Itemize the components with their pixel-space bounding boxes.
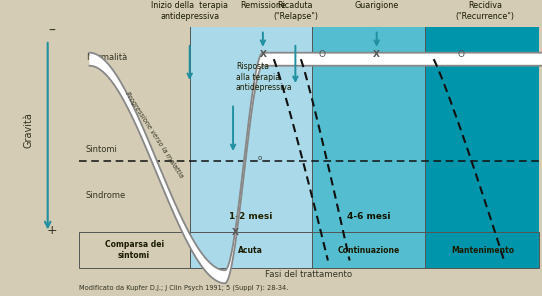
- Text: Sindrome: Sindrome: [86, 191, 126, 200]
- Bar: [425, 232, 539, 268]
- Text: Comparsa dei
sintomi: Comparsa dei sintomi: [105, 240, 164, 260]
- Text: X: X: [373, 50, 380, 59]
- Text: Acuta: Acuta: [238, 246, 263, 255]
- Text: Gravità: Gravità: [23, 112, 33, 148]
- Text: X: X: [260, 50, 266, 59]
- Bar: [190, 27, 312, 268]
- Text: Progressione verso la malattia: Progressione verso la malattia: [124, 91, 185, 179]
- Text: Remissione: Remissione: [240, 1, 286, 10]
- Polygon shape: [89, 53, 542, 283]
- Text: Modificato da Kupfer D.J.; J Clin Psych 1991; 5 (Suppl 7): 28-34.: Modificato da Kupfer D.J.; J Clin Psych …: [79, 284, 288, 291]
- Text: +: +: [46, 224, 57, 237]
- Text: O: O: [319, 50, 326, 59]
- Text: 1-2 mesi: 1-2 mesi: [229, 212, 273, 221]
- Text: Recidiva
("Recurrence"): Recidiva ("Recurrence"): [456, 1, 514, 21]
- Bar: [312, 232, 425, 268]
- Text: Risposta
alla terapia
antidepressiva: Risposta alla terapia antidepressiva: [236, 62, 292, 92]
- Text: –: –: [48, 24, 55, 38]
- Text: Inizio della  terapia
antidepressiva: Inizio della terapia antidepressiva: [151, 1, 228, 21]
- Text: Fasi del trattamento: Fasi del trattamento: [266, 270, 352, 279]
- Text: Continuazione: Continuazione: [338, 246, 399, 255]
- Text: X: X: [233, 228, 239, 237]
- Bar: [425, 27, 539, 268]
- Text: 4-6 mesi: 4-6 mesi: [347, 212, 390, 221]
- Text: Normalità: Normalità: [86, 53, 127, 62]
- Text: Ricaduta
("Relapse"): Ricaduta ("Relapse"): [273, 1, 318, 21]
- Text: Guarigione: Guarigione: [354, 1, 399, 10]
- Bar: [79, 232, 190, 268]
- Text: Sintomi: Sintomi: [86, 145, 118, 154]
- Bar: [190, 232, 312, 268]
- Bar: [312, 27, 425, 268]
- Text: o: o: [258, 155, 262, 161]
- Text: Mantenimento: Mantenimento: [451, 246, 514, 255]
- Text: O: O: [457, 50, 464, 59]
